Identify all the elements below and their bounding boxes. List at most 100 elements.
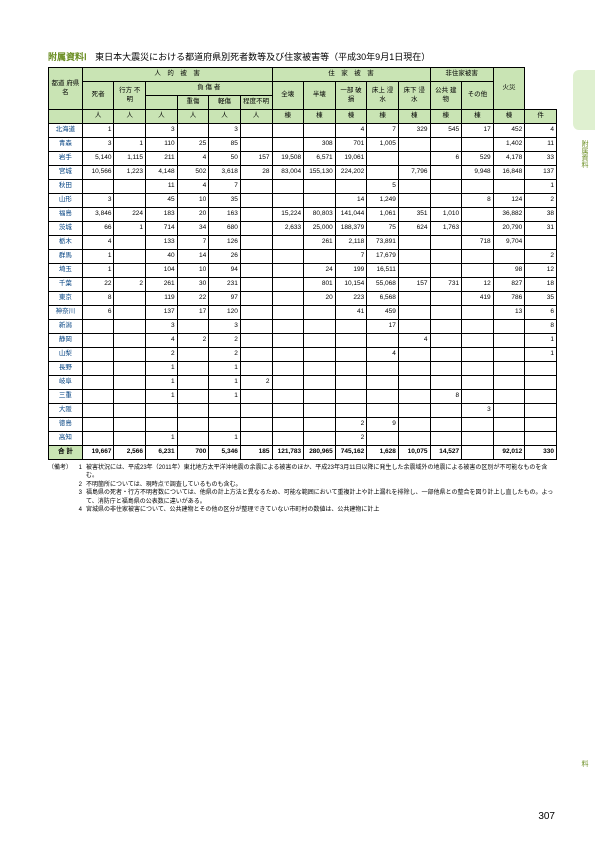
data-cell: 8 — [82, 292, 114, 306]
data-cell: 1,249 — [367, 194, 399, 208]
data-cell — [272, 124, 304, 138]
data-cell: 3 — [82, 194, 114, 208]
data-cell — [462, 348, 494, 362]
data-cell — [304, 404, 336, 418]
data-cell: 5,140 — [82, 152, 114, 166]
sum-cell: 700 — [177, 446, 209, 460]
sum-cell: 6,231 — [146, 446, 178, 460]
data-cell: 97 — [209, 292, 241, 306]
data-cell: 7 — [335, 250, 367, 264]
data-cell — [398, 418, 430, 432]
notes-text: 宮城県の非住家被害について、公共建物とその他の区分が整理できていない市町村の数値… — [86, 506, 557, 514]
data-cell — [367, 404, 399, 418]
data-cell: 133 — [146, 236, 178, 250]
title-label: 附属資料Ⅰ — [48, 52, 87, 62]
data-cell: 2 — [209, 334, 241, 348]
data-cell — [146, 404, 178, 418]
data-cell — [367, 390, 399, 404]
data-cell — [272, 292, 304, 306]
data-cell — [367, 376, 399, 390]
data-cell: 3,846 — [82, 208, 114, 222]
data-cell: 8 — [462, 194, 494, 208]
data-cell: 20 — [177, 208, 209, 222]
data-cell: 17 — [177, 306, 209, 320]
table-row: 三重118 — [49, 390, 557, 404]
data-cell: 3 — [462, 404, 494, 418]
th-unit: 人 — [177, 110, 209, 124]
data-cell — [525, 390, 557, 404]
data-cell — [240, 250, 272, 264]
th-yukashita: 床下 浸水 — [398, 82, 430, 110]
data-cell — [398, 348, 430, 362]
data-cell: 9 — [367, 418, 399, 432]
th-house: 住 家 被 害 — [272, 68, 430, 82]
data-cell: 801 — [304, 278, 336, 292]
data-cell: 157 — [240, 152, 272, 166]
data-cell — [177, 418, 209, 432]
data-cell — [430, 180, 462, 194]
data-cell — [462, 306, 494, 320]
data-cell — [240, 306, 272, 320]
table-row: 宮城10,5661,2234,1485023,6182883,004155,13… — [49, 166, 557, 180]
data-cell — [304, 334, 336, 348]
data-cell: 10 — [177, 264, 209, 278]
data-cell — [430, 404, 462, 418]
table-row: 群馬1401426717,6792 — [49, 250, 557, 264]
data-cell: 1,061 — [367, 208, 399, 222]
data-cell: 18 — [525, 278, 557, 292]
data-cell — [240, 180, 272, 194]
th-hankai: 半壊 — [304, 82, 336, 110]
data-cell — [304, 418, 336, 432]
pref-cell: 千葉 — [49, 278, 83, 292]
table-row: 岐阜112 — [49, 376, 557, 390]
data-cell: 11 — [525, 138, 557, 152]
data-cell — [114, 320, 146, 334]
data-cell: 12 — [525, 264, 557, 278]
data-cell — [114, 418, 146, 432]
th-yukaue: 床上 浸水 — [367, 82, 399, 110]
th-light: 軽傷 — [209, 96, 241, 110]
data-cell: 98 — [493, 264, 525, 278]
data-cell: 714 — [146, 222, 178, 236]
data-cell — [462, 250, 494, 264]
th-blank — [146, 96, 178, 110]
data-cell: 1,115 — [114, 152, 146, 166]
data-cell — [114, 124, 146, 138]
table-row: 秋田114751 — [49, 180, 557, 194]
data-cell: 31 — [525, 222, 557, 236]
data-cell — [114, 306, 146, 320]
data-cell: 1 — [209, 362, 241, 376]
data-cell: 10,566 — [82, 166, 114, 180]
data-cell: 2 — [177, 334, 209, 348]
data-cell: 224 — [114, 208, 146, 222]
th-unit: 件 — [525, 110, 557, 124]
data-cell — [367, 334, 399, 348]
sum-cell: 92,012 — [493, 446, 525, 460]
data-cell — [493, 180, 525, 194]
sum-cell: 280,965 — [304, 446, 336, 460]
data-cell: 223 — [335, 292, 367, 306]
data-cell: 36,882 — [493, 208, 525, 222]
data-cell: 13 — [493, 306, 525, 320]
data-cell: 25 — [177, 138, 209, 152]
data-cell: 2 — [525, 194, 557, 208]
data-cell — [430, 334, 462, 348]
data-cell — [114, 390, 146, 404]
sum-cell: 5,346 — [209, 446, 241, 460]
th-pref: 都道 府県名 — [49, 68, 83, 110]
th-nonhouse: 非住家被害 — [430, 68, 493, 82]
data-cell: 459 — [367, 306, 399, 320]
data-cell: 3 — [209, 320, 241, 334]
data-cell: 141,044 — [335, 208, 367, 222]
data-cell: 30 — [177, 278, 209, 292]
data-cell — [272, 432, 304, 446]
data-cell: 9,704 — [493, 236, 525, 250]
data-cell: 35 — [209, 194, 241, 208]
data-cell: 73,891 — [367, 236, 399, 250]
data-cell — [82, 404, 114, 418]
data-cell — [430, 306, 462, 320]
data-cell: 1 — [146, 390, 178, 404]
data-cell: 83,004 — [272, 166, 304, 180]
pref-cell: 岩手 — [49, 152, 83, 166]
data-cell — [272, 236, 304, 250]
